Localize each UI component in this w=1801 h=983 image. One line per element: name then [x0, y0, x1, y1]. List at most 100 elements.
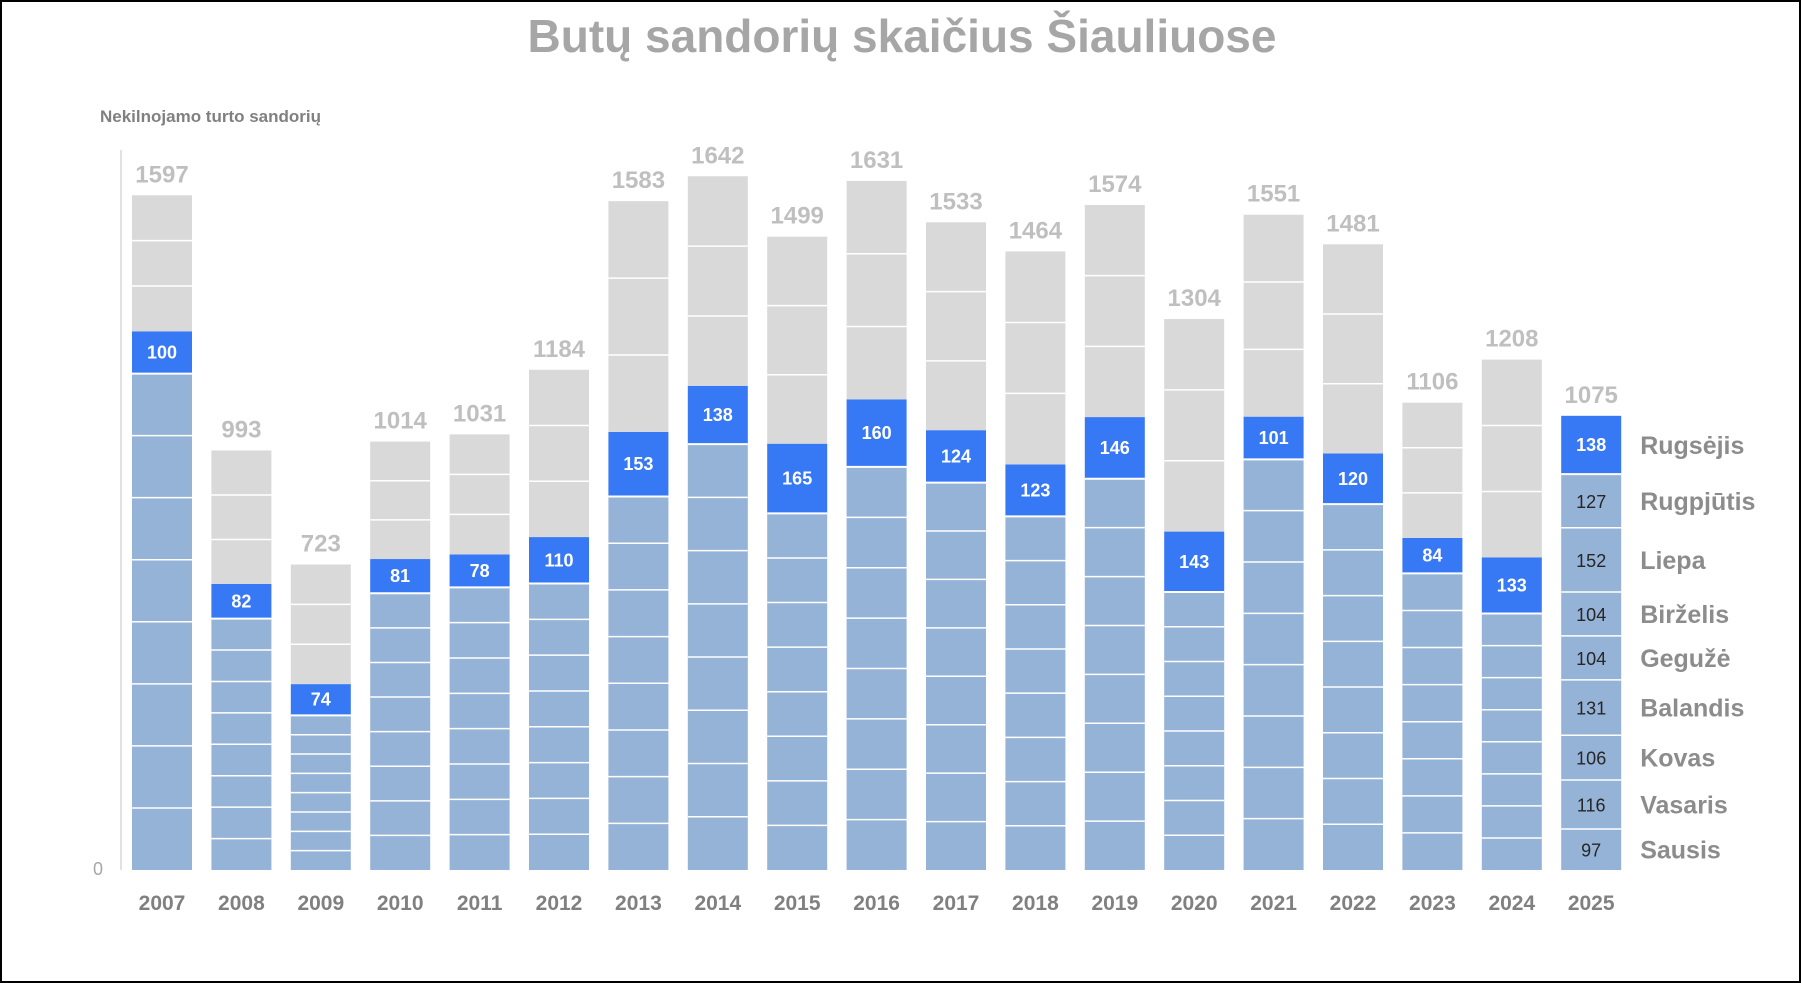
x-tick-label: 2020 — [1171, 892, 1218, 915]
bar-remaining-months-2023 — [1402, 402, 1463, 538]
bar-highlight-month-2017 — [926, 430, 986, 483]
highlight-value-label: 143 — [1179, 552, 1209, 572]
total-label: 1583 — [612, 167, 665, 194]
highlight-value-label: 165 — [782, 469, 812, 489]
total-label: 1551 — [1247, 181, 1300, 208]
total-label: 1597 — [135, 161, 188, 188]
bar-highlight-month-2019 — [1084, 417, 1145, 479]
x-tick-label: 2023 — [1409, 892, 1456, 915]
highlight-value-label: 78 — [470, 561, 490, 581]
bar-highlight-month-2015 — [767, 443, 828, 514]
month-name-label: Gegužė — [1640, 645, 1730, 673]
labels-group: 100 1597 2007 82 993 2008 74 723 2009 81 1014 2010 7… — [135, 142, 1755, 915]
bar-highlight-month-2022 — [1323, 453, 1383, 505]
x-tick-label: 2022 — [1330, 892, 1377, 915]
month-value-label: 116 — [1577, 796, 1606, 816]
month-value-label: 104 — [1576, 605, 1606, 625]
y-axis-zero-label: 0 — [93, 859, 103, 879]
x-tick-label: 2019 — [1091, 892, 1138, 915]
bar-highlight-month-2007 — [132, 331, 192, 374]
month-name-label: Rugsėjis — [1640, 432, 1744, 460]
bar-remaining-months-2012 — [529, 369, 589, 538]
bar-remaining-months-2019 — [1084, 204, 1145, 418]
x-tick-label: 2013 — [615, 892, 662, 915]
chart-title: Butų sandorių skaičius Šiauliuose — [528, 10, 1277, 62]
highlight-value-label: 81 — [390, 566, 410, 586]
bar-highlight-month-2008 — [211, 583, 272, 619]
bar-remaining-months-2017 — [926, 222, 986, 431]
highlight-value-label: 153 — [623, 454, 653, 474]
highlight-value-label: 160 — [862, 423, 892, 443]
total-label: 1304 — [1168, 285, 1222, 312]
total-label: 1499 — [771, 203, 824, 230]
bar-remaining-months-2015 — [767, 236, 828, 444]
bar-highlight-month-2013 — [608, 431, 669, 497]
month-value-label: 152 — [1576, 551, 1606, 571]
bar-highlight-month-2024 — [1481, 557, 1542, 614]
bar-remaining-months-2009 — [290, 564, 351, 685]
bar-remaining-months-2020 — [1164, 319, 1225, 532]
bar-remaining-months-2007 — [132, 195, 192, 332]
bar-remaining-months-2010 — [370, 441, 431, 560]
bars-group — [132, 176, 1622, 870]
total-label: 1014 — [374, 408, 428, 435]
month-name-label: Sausis — [1640, 837, 1721, 865]
total-label: 993 — [221, 416, 261, 443]
month-name-label: Vasaris — [1640, 792, 1728, 820]
highlight-value-label: 138 — [1576, 435, 1606, 455]
month-name-label: Liepa — [1640, 547, 1706, 575]
month-value-label: 127 — [1576, 492, 1606, 512]
bar-remaining-months-2011 — [449, 434, 510, 555]
highlight-value-label: 100 — [147, 342, 177, 362]
x-tick-label: 2017 — [933, 892, 980, 915]
total-label: 1481 — [1326, 210, 1379, 237]
highlight-value-label: 74 — [311, 690, 331, 710]
x-tick-label: 2016 — [853, 892, 900, 915]
bar-remaining-months-2016 — [846, 180, 907, 400]
highlight-value-label: 146 — [1100, 438, 1130, 458]
bar-highlight-month-2014 — [687, 385, 748, 445]
month-name-label: Rugpjūtis — [1640, 488, 1755, 516]
highlight-value-label: 124 — [941, 446, 971, 466]
x-tick-label: 2024 — [1488, 892, 1535, 915]
x-tick-label: 2014 — [694, 892, 741, 915]
month-name-label: Kovas — [1640, 745, 1715, 773]
bar-remaining-months-2008 — [211, 450, 272, 584]
bar-highlight-month-2011 — [449, 554, 510, 588]
x-tick-label: 2008 — [218, 892, 265, 915]
total-label: 1075 — [1565, 382, 1618, 409]
month-name-label: Birželis — [1640, 601, 1729, 629]
month-value-label: 131 — [1576, 699, 1606, 719]
x-tick-label: 2012 — [536, 892, 583, 915]
x-tick-label: 2015 — [774, 892, 821, 915]
total-label: 1631 — [850, 147, 903, 174]
total-label: 1031 — [453, 400, 506, 427]
month-value-label: 97 — [1581, 841, 1601, 861]
highlight-value-label: 133 — [1497, 575, 1527, 595]
bar-remaining-months-2021 — [1243, 214, 1304, 417]
x-tick-label: 2025 — [1568, 892, 1615, 915]
bar-remaining-months-2022 — [1323, 244, 1383, 454]
bar-highlight-month-2010 — [370, 559, 431, 594]
highlight-value-label: 82 — [231, 591, 251, 611]
bar-remaining-months-2024 — [1481, 359, 1542, 558]
total-label: 1642 — [691, 142, 744, 169]
highlight-value-label: 110 — [544, 550, 573, 570]
highlight-value-label: 138 — [703, 405, 733, 425]
x-tick-label: 2011 — [457, 892, 503, 915]
total-label: 1106 — [1406, 369, 1458, 396]
highlight-value-label: 84 — [1422, 546, 1442, 566]
bar-past-months-2025 — [1561, 474, 1622, 870]
month-value-label: 106 — [1576, 749, 1606, 769]
x-tick-label: 2018 — [1012, 892, 1059, 915]
total-label: 1574 — [1088, 171, 1142, 198]
bar-remaining-months-2018 — [1005, 251, 1066, 465]
highlight-value-label: 101 — [1259, 428, 1289, 448]
highlight-value-label: 123 — [1020, 480, 1050, 500]
bar-highlight-month-2012 — [529, 537, 589, 584]
total-label: 1464 — [1009, 217, 1063, 244]
bar-highlight-month-2018 — [1005, 464, 1066, 517]
x-tick-label: 2010 — [377, 892, 424, 915]
